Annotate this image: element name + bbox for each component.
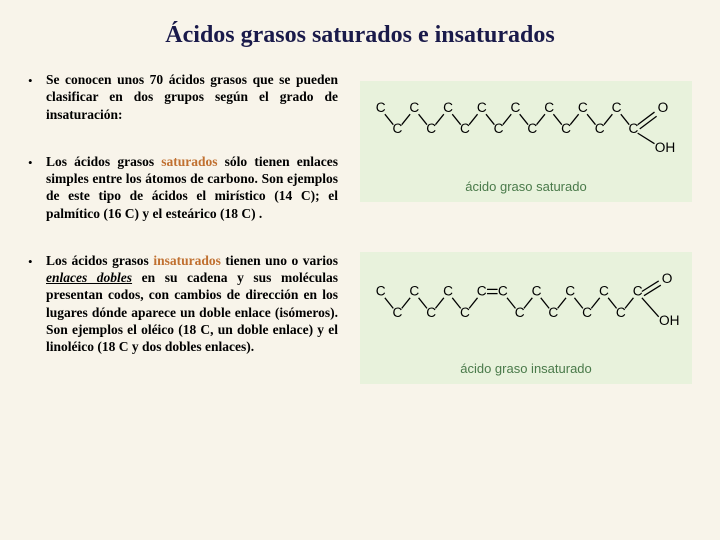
svg-text:C: C xyxy=(460,305,470,320)
svg-text:C: C xyxy=(515,305,525,320)
svg-text:C: C xyxy=(578,100,588,115)
bullet-item-2: • Los ácidos grasos saturados sólo tiene… xyxy=(28,153,338,222)
page-title: Ácidos grasos saturados e insaturados xyxy=(28,22,692,49)
underline-enlaces-dobles: enlaces dobles xyxy=(46,270,132,285)
svg-text:O: O xyxy=(658,100,669,115)
svg-text:C: C xyxy=(582,305,592,320)
bullet-text-2: Los ácidos grasos saturados sólo tienen … xyxy=(46,153,338,222)
bullet-marker: • xyxy=(28,71,46,123)
svg-text:O: O xyxy=(662,271,673,286)
svg-text:C: C xyxy=(612,100,622,115)
highlight-insaturados: insaturados xyxy=(153,253,221,268)
diagram-unsaturated: CC CC CC C C CC CC CC CC O OH xyxy=(360,252,692,384)
bullet-item-1: • Se conocen unos 70 ácidos grasos que s… xyxy=(28,71,338,123)
svg-text:C: C xyxy=(426,121,436,136)
diagram-column: CC CC CC CC CC CC CC CC O OH xyxy=(360,71,692,385)
svg-text:C: C xyxy=(599,284,609,299)
svg-text:C: C xyxy=(544,100,554,115)
svg-text:C: C xyxy=(409,100,419,115)
svg-text:C: C xyxy=(409,284,419,299)
bullet-marker: • xyxy=(28,252,46,356)
svg-text:OH: OH xyxy=(655,140,676,155)
svg-text:C: C xyxy=(628,121,638,136)
svg-text:C: C xyxy=(393,121,403,136)
svg-text:C: C xyxy=(443,100,453,115)
svg-text:C: C xyxy=(511,100,521,115)
svg-text:C: C xyxy=(527,121,537,136)
unsaturated-chain-svg: CC CC CC C C CC CC CC CC O OH xyxy=(368,262,684,357)
svg-text:C: C xyxy=(376,100,386,115)
svg-text:C: C xyxy=(633,284,643,299)
svg-text:C: C xyxy=(494,121,504,136)
svg-text:C: C xyxy=(477,284,487,299)
text-column: • Se conocen unos 70 ácidos grasos que s… xyxy=(28,71,338,385)
unsaturated-label: ácido graso insaturado xyxy=(368,361,684,376)
svg-text:C: C xyxy=(616,305,626,320)
svg-text:C: C xyxy=(426,305,436,320)
svg-text:C: C xyxy=(393,305,403,320)
svg-text:C: C xyxy=(498,284,508,299)
saturated-chain-svg: CC CC CC CC CC CC CC CC O OH xyxy=(368,91,684,175)
svg-text:C: C xyxy=(561,121,571,136)
svg-text:C: C xyxy=(460,121,470,136)
saturated-label: ácido graso saturado xyxy=(368,179,684,194)
svg-text:C: C xyxy=(376,284,386,299)
svg-text:C: C xyxy=(565,284,575,299)
bullet-item-3: • Los ácidos grasos insaturados tienen u… xyxy=(28,252,338,356)
svg-text:OH: OH xyxy=(659,313,680,328)
svg-text:C: C xyxy=(477,100,487,115)
content-wrapper: • Se conocen unos 70 ácidos grasos que s… xyxy=(28,71,692,385)
bullet-text-3: Los ácidos grasos insaturados tienen uno… xyxy=(46,252,338,356)
diagram-saturated: CC CC CC CC CC CC CC CC O OH xyxy=(360,81,692,202)
bullet-marker: • xyxy=(28,153,46,222)
highlight-saturados: saturados xyxy=(161,154,217,169)
svg-text:C: C xyxy=(532,284,542,299)
svg-text:C: C xyxy=(595,121,605,136)
svg-text:C: C xyxy=(548,305,558,320)
svg-text:C: C xyxy=(443,284,453,299)
bullet-text-1: Se conocen unos 70 ácidos grasos que se … xyxy=(46,71,338,123)
